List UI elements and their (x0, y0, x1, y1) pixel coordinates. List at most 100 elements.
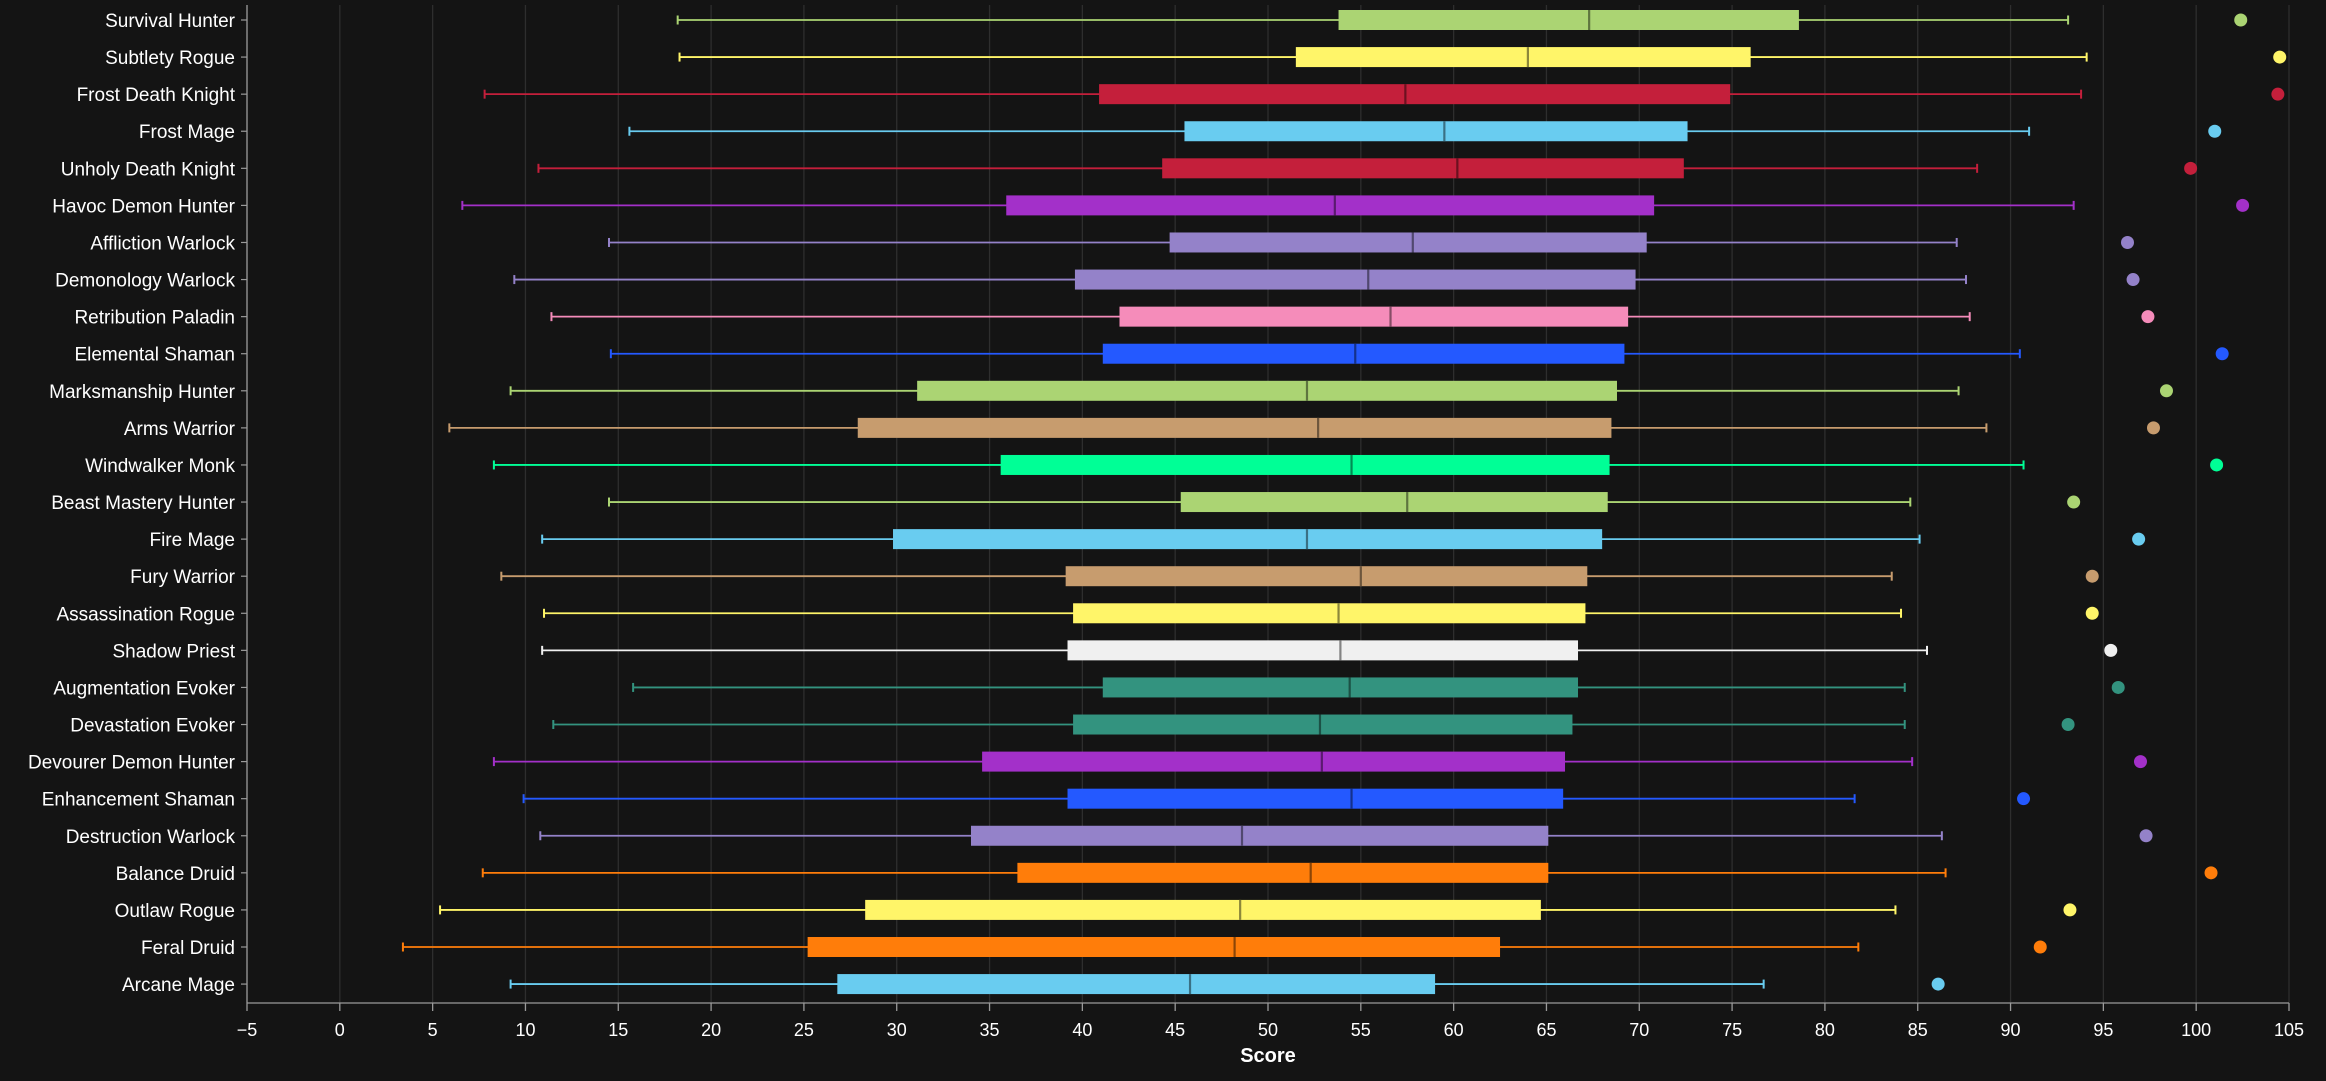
series-frost-death-knight[interactable] (483, 84, 2285, 105)
series-fire-mage[interactable] (541, 529, 2146, 550)
series-havoc-demon-hunter[interactable] (461, 195, 2250, 216)
iqr-box[interactable] (1102, 677, 1579, 698)
series-outlaw-rogue[interactable] (439, 899, 2077, 920)
iqr-box[interactable] (1074, 269, 1636, 290)
series-group (401, 10, 2287, 995)
iqr-box[interactable] (1073, 714, 1573, 735)
series-unholy-death-knight[interactable] (537, 158, 2198, 179)
series-feral-druid[interactable] (401, 937, 2047, 957)
x-tick-label: 105 (2274, 1020, 2304, 1040)
outlier-point[interactable] (2120, 235, 2134, 249)
iqr-box[interactable] (1119, 306, 1629, 327)
y-category-label: Balance Druid (116, 864, 235, 885)
iqr-box[interactable] (1006, 195, 1655, 216)
outlier-point[interactable] (2033, 940, 2047, 954)
y-category-label: Affliction Warlock (90, 233, 235, 254)
iqr-box[interactable] (970, 825, 1549, 846)
outlier-point[interactable] (2017, 792, 2031, 806)
iqr-box[interactable] (1184, 121, 1688, 142)
outlier-point[interactable] (2067, 495, 2081, 509)
iqr-box[interactable] (982, 751, 1566, 772)
y-axis: Survival Hunter Subtlety Rogue Frost Death… (28, 5, 248, 1003)
series-frost-mage[interactable] (628, 121, 2222, 142)
iqr-box[interactable] (1338, 10, 1799, 30)
series-augmentation-evoker[interactable] (632, 677, 2125, 698)
outlier-point[interactable] (2139, 829, 2153, 843)
series-enhancement-shaman[interactable] (522, 788, 2031, 809)
series-fury-warrior[interactable] (500, 566, 2099, 587)
x-tick-label: 60 (1444, 1020, 1464, 1040)
x-tick-label: 45 (1165, 1020, 1185, 1040)
iqr-box[interactable] (1102, 343, 1625, 364)
x-tick-label: 55 (1351, 1020, 1371, 1040)
series-demonology-warlock[interactable] (513, 269, 2140, 290)
series-destruction-warlock[interactable] (539, 825, 2153, 846)
iqr-box[interactable] (1180, 492, 1608, 513)
outlier-point[interactable] (2184, 161, 2198, 175)
iqr-box[interactable] (917, 380, 1617, 401)
iqr-box[interactable] (1067, 640, 1579, 661)
iqr-box[interactable] (1295, 47, 1751, 68)
outlier-point[interactable] (2061, 718, 2075, 732)
outlier-point[interactable] (2063, 903, 2077, 917)
outlier-point[interactable] (2141, 310, 2155, 324)
y-category-label: Shadow Priest (112, 641, 235, 662)
series-beast-mastery-hunter[interactable] (607, 492, 2081, 513)
iqr-box[interactable] (893, 529, 1603, 550)
x-tick-label: 10 (515, 1020, 535, 1040)
outlier-point[interactable] (2132, 532, 2146, 546)
x-tick-label: 100 (2181, 1020, 2211, 1040)
iqr-box[interactable] (1017, 862, 1549, 883)
iqr-box[interactable] (1162, 158, 1684, 179)
outlier-point[interactable] (2111, 680, 2125, 694)
x-tick-label: 35 (980, 1020, 1000, 1040)
iqr-box[interactable] (1169, 232, 1647, 253)
iqr-box[interactable] (857, 417, 1612, 438)
x-tick-label: 90 (2001, 1020, 2021, 1040)
series-devourer-demon-hunter[interactable] (492, 751, 2147, 772)
iqr-box[interactable] (1073, 603, 1586, 624)
y-category-label: Havoc Demon Hunter (52, 196, 235, 217)
outlier-point[interactable] (2236, 198, 2250, 212)
iqr-box[interactable] (1067, 788, 1564, 809)
iqr-box[interactable] (865, 899, 1541, 920)
outlier-point[interactable] (1931, 977, 1945, 991)
series-affliction-warlock[interactable] (607, 232, 2134, 253)
outlier-point[interactable] (2215, 347, 2229, 361)
outlier-point[interactable] (2273, 50, 2287, 64)
outlier-point[interactable] (2085, 606, 2099, 620)
series-devastation-evoker[interactable] (552, 714, 2075, 735)
x-tick-label: 75 (1722, 1020, 1742, 1040)
outlier-point[interactable] (2104, 643, 2118, 657)
series-balance-druid[interactable] (481, 862, 2218, 883)
x-tick-label: 0 (335, 1020, 345, 1040)
outlier-point[interactable] (2159, 384, 2173, 398)
outlier-point[interactable] (2271, 87, 2285, 101)
iqr-box[interactable] (1065, 566, 1588, 587)
series-arms-warrior[interactable] (448, 417, 2160, 438)
outlier-point[interactable] (2210, 458, 2224, 472)
outlier-point[interactable] (2146, 421, 2160, 435)
series-elemental-shaman[interactable] (609, 343, 2229, 364)
x-tick-label: 50 (1258, 1020, 1278, 1040)
outlier-point[interactable] (2126, 273, 2140, 287)
iqr-box[interactable] (837, 974, 1436, 995)
outlier-point[interactable] (2234, 13, 2248, 27)
series-arcane-mage[interactable] (509, 974, 1945, 995)
series-assassination-rogue[interactable] (543, 603, 2099, 624)
series-survival-hunter[interactable] (676, 10, 2248, 30)
iqr-box[interactable] (807, 937, 1501, 957)
y-category-label: Retribution Paladin (74, 308, 235, 329)
series-subtlety-rogue[interactable] (678, 47, 2287, 68)
series-retribution-paladin[interactable] (550, 306, 2155, 327)
x-tick-label: 5 (428, 1020, 438, 1040)
series-windwalker-monk[interactable] (492, 454, 2224, 475)
outlier-point[interactable] (2085, 569, 2099, 583)
outlier-point[interactable] (2133, 755, 2147, 769)
series-marksmanship-hunter[interactable] (509, 380, 2173, 401)
outlier-point[interactable] (2204, 866, 2218, 880)
iqr-box[interactable] (1000, 454, 1610, 475)
series-shadow-priest[interactable] (541, 640, 2118, 661)
outlier-point[interactable] (2208, 124, 2222, 138)
iqr-box[interactable] (1099, 84, 1731, 105)
